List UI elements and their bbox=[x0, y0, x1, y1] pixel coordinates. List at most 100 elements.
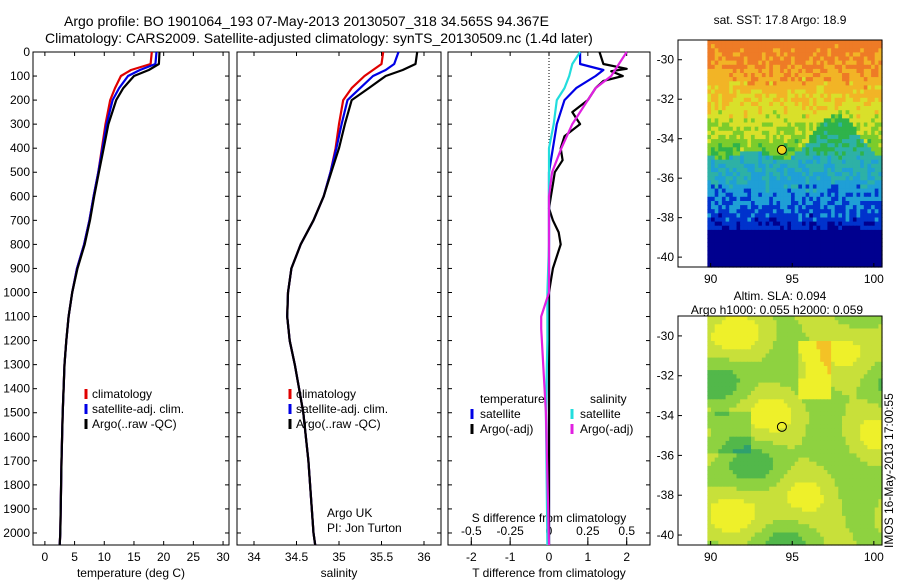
heat-cell bbox=[761, 56, 767, 62]
heat-cell bbox=[834, 332, 839, 338]
heat-cell bbox=[780, 163, 785, 169]
heat-cell bbox=[805, 420, 810, 425]
heat-cell bbox=[802, 64, 807, 70]
heat-cell bbox=[725, 176, 730, 181]
heat-cell bbox=[761, 374, 767, 380]
heat-cell bbox=[743, 56, 748, 62]
heat-cell bbox=[856, 40, 861, 45]
heat-cell bbox=[747, 238, 752, 243]
heat-cell bbox=[823, 221, 828, 227]
heat-cell bbox=[776, 192, 781, 198]
heat-cell bbox=[802, 73, 807, 78]
heat-cell bbox=[860, 134, 865, 140]
heat-cell bbox=[834, 101, 839, 107]
heat-cell bbox=[721, 64, 727, 70]
heat-cell bbox=[754, 407, 759, 413]
heat-cell bbox=[707, 374, 712, 380]
heat-cell bbox=[772, 64, 778, 70]
heat-cell bbox=[707, 192, 712, 198]
heat-cell bbox=[791, 180, 796, 185]
heat-cell bbox=[816, 73, 821, 78]
heat-cell bbox=[772, 48, 778, 53]
heat-cell bbox=[849, 436, 854, 442]
heat-cell bbox=[776, 453, 781, 459]
heat-cell bbox=[761, 110, 767, 115]
heat-cell bbox=[783, 172, 788, 177]
heat-cell bbox=[856, 139, 861, 144]
heat-cell bbox=[827, 390, 832, 396]
heat-cell bbox=[805, 118, 810, 124]
heat-cell bbox=[758, 176, 763, 181]
heat-cell bbox=[783, 167, 788, 173]
heat-cell bbox=[758, 213, 763, 218]
heat-cell bbox=[838, 89, 843, 95]
heat-cell bbox=[878, 262, 883, 268]
heat-cell bbox=[863, 349, 868, 355]
heat-cell bbox=[794, 64, 799, 70]
heat-cell bbox=[718, 378, 723, 384]
heat-cell bbox=[798, 118, 803, 124]
heat-cell bbox=[849, 180, 854, 185]
heat-cell bbox=[751, 457, 756, 463]
heat-cell bbox=[751, 258, 756, 264]
heat-cell bbox=[809, 361, 814, 367]
heat-cell bbox=[827, 370, 832, 375]
heat-cell bbox=[758, 52, 763, 58]
heat-cell bbox=[743, 93, 748, 99]
heat-cell bbox=[820, 445, 825, 450]
heat-cell bbox=[769, 382, 774, 388]
heat-cell bbox=[772, 361, 778, 367]
heat-cell bbox=[820, 246, 825, 252]
heat-cell bbox=[827, 490, 832, 496]
heat-cell bbox=[787, 188, 792, 194]
heat-cell bbox=[743, 465, 748, 471]
heat-cell bbox=[732, 217, 737, 223]
heat-cell bbox=[736, 486, 741, 492]
heat-cell bbox=[772, 445, 778, 450]
heat-cell bbox=[863, 357, 868, 363]
heat-cell bbox=[805, 201, 810, 206]
heat-cell bbox=[794, 196, 799, 202]
heat-cell bbox=[860, 85, 865, 91]
heat-cell bbox=[878, 229, 883, 235]
heat-cell bbox=[743, 345, 748, 350]
heat-cell bbox=[849, 341, 854, 346]
heat-cell bbox=[740, 242, 745, 247]
heat-cell bbox=[732, 453, 737, 459]
heat-cell bbox=[842, 155, 847, 161]
heat-cell bbox=[820, 122, 825, 128]
heat-cell bbox=[718, 353, 723, 359]
heat-cell bbox=[874, 40, 879, 45]
heat-cell bbox=[831, 445, 836, 450]
heat-cell bbox=[823, 461, 828, 467]
heat-cell bbox=[874, 217, 879, 223]
heat-cell bbox=[867, 48, 872, 53]
heat-cell bbox=[871, 390, 876, 396]
heat-cell bbox=[856, 97, 861, 103]
heat-cell bbox=[721, 490, 727, 496]
heat-cell bbox=[834, 122, 839, 128]
heat-cell bbox=[743, 205, 748, 210]
heat-cell bbox=[820, 370, 825, 375]
heat-cell bbox=[802, 378, 807, 384]
heat-cell bbox=[721, 254, 727, 260]
heat-cell bbox=[802, 126, 807, 132]
heat-cell bbox=[805, 176, 810, 181]
heat-cell bbox=[721, 151, 727, 157]
heat-cell bbox=[878, 114, 883, 119]
heat-cell bbox=[812, 490, 818, 496]
heat-cell bbox=[823, 453, 828, 459]
heat-cell bbox=[783, 262, 788, 268]
y-tick-label: 1400 bbox=[3, 382, 30, 396]
heat-cell bbox=[736, 73, 741, 78]
heat-cell bbox=[849, 440, 854, 446]
heat-cell bbox=[849, 93, 854, 99]
heat-cell bbox=[794, 490, 799, 496]
heat-cell bbox=[820, 97, 825, 103]
heat-cell bbox=[740, 52, 745, 58]
heat-cell bbox=[783, 77, 788, 82]
heat-cell bbox=[711, 324, 716, 330]
heat-cell bbox=[798, 432, 803, 438]
heat-cell bbox=[714, 234, 719, 239]
heat-cell bbox=[714, 188, 719, 194]
